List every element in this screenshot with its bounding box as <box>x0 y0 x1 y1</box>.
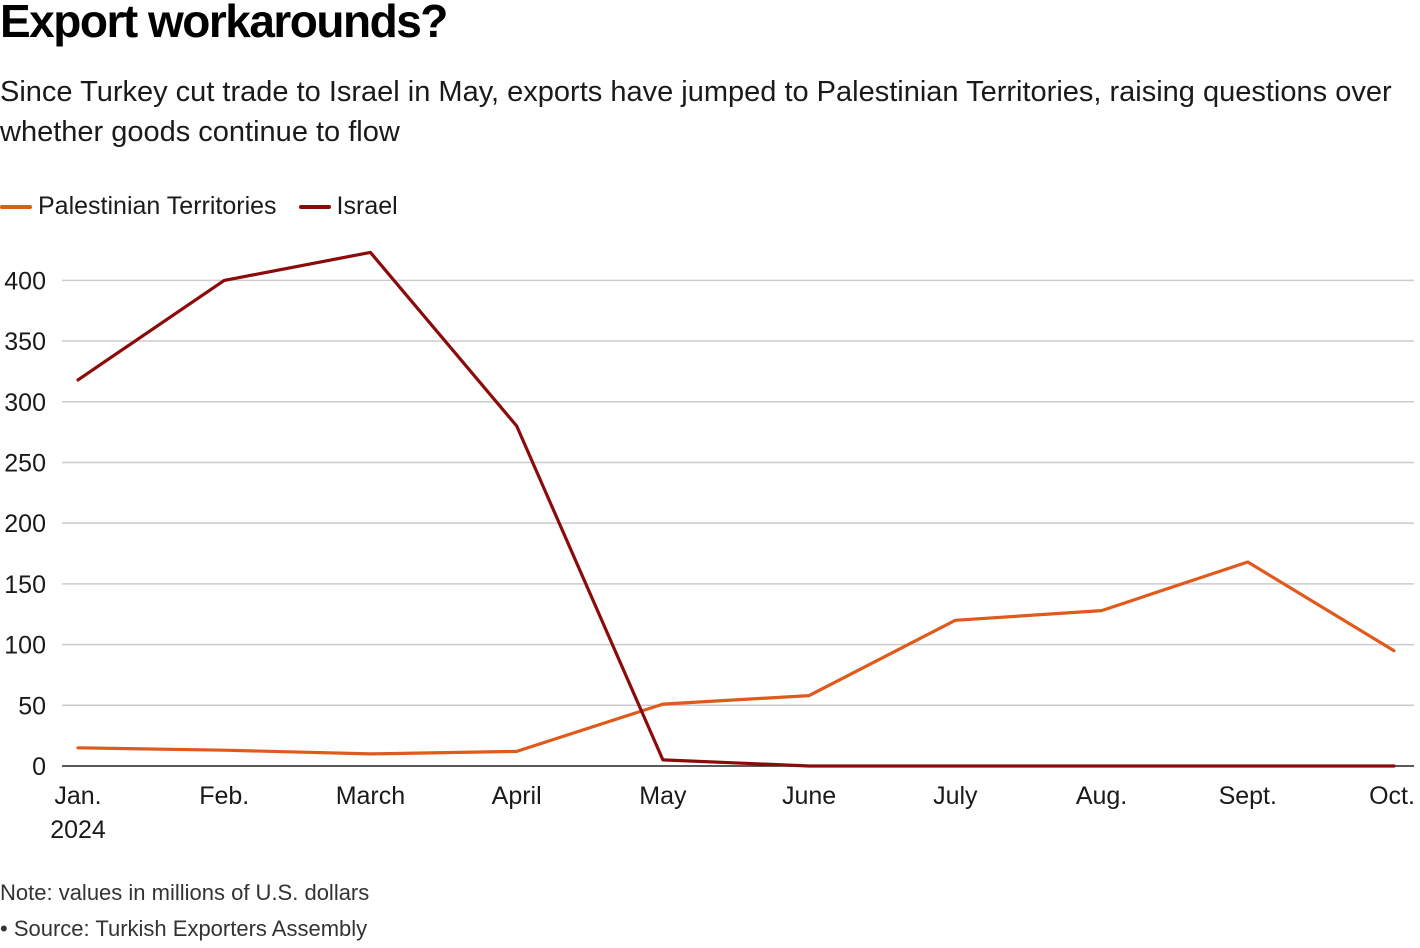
legend-item-israel: Israel <box>298 192 398 221</box>
y-tick-label-0: 0 <box>32 753 46 781</box>
series-line-israel <box>76 250 1396 768</box>
y-tick-label-100: 100 <box>4 632 46 660</box>
x-tick-label-aug: Aug. <box>1076 782 1127 810</box>
footnote-source: • Source: Turkish Exporters Assembly <box>0 916 368 941</box>
y-tick-label-150: 150 <box>4 571 46 599</box>
x-tick-label-march: March <box>336 782 405 810</box>
x-tick-label-may: May <box>639 782 687 810</box>
x-tick-label-july: July <box>933 782 978 810</box>
series-line-palestinian-territories <box>76 560 1396 756</box>
x-tick-label-feb: Feb. <box>199 782 249 810</box>
x-tick-year-label: 2024 <box>50 816 106 844</box>
x-tick-label-jan: Jan. <box>54 782 101 810</box>
footnote-note: Note: values in millions of U.S. dollars <box>0 880 370 905</box>
y-tick-label-50: 50 <box>18 692 46 720</box>
chart-subtitle: Since Turkey cut trade to Israel in May,… <box>0 76 1392 148</box>
y-tick-label-300: 300 <box>4 389 46 417</box>
y-tick-label-250: 250 <box>4 449 46 477</box>
line-chart: 0 50 100 150 200 250 300 350 400 Jan. Feb. March Apr… <box>4 250 1415 844</box>
legend-swatch-palestinian-territories <box>0 204 32 209</box>
x-tick-label-sept: Sept. <box>1219 782 1277 810</box>
legend-swatch-israel <box>298 204 331 209</box>
y-tick-label-200: 200 <box>4 510 46 538</box>
x-tick-label-oct: Oct. <box>1369 782 1415 810</box>
legend-item-palestinian-territories: Palestinian Territories <box>0 192 277 221</box>
legend-label-palestinian-territories: Palestinian Territories <box>38 192 277 220</box>
chart-title: Export workarounds? <box>0 0 448 47</box>
x-tick-label-june: June <box>782 782 836 810</box>
chart-legend: Palestinian Territories Israel <box>0 192 420 221</box>
legend-label-israel: Israel <box>336 192 398 220</box>
y-tick-label-400: 400 <box>4 267 46 295</box>
x-tick-label-april: April <box>492 782 542 810</box>
y-tick-label-350: 350 <box>4 328 46 356</box>
